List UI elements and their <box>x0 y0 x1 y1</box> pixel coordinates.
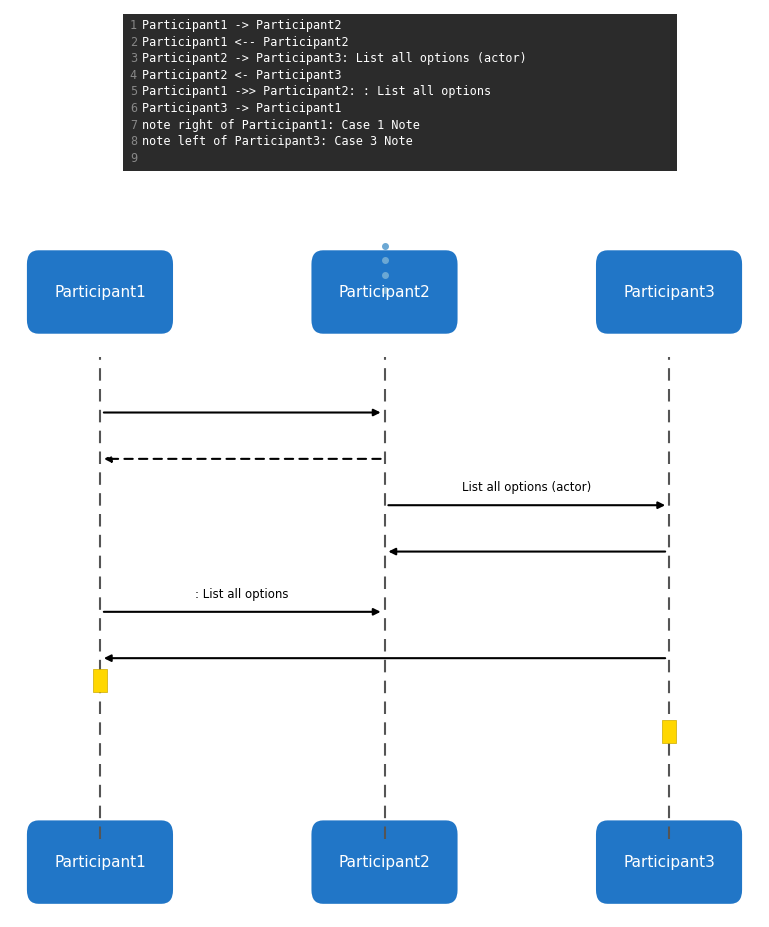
Text: Participant2: Participant2 <box>338 855 431 870</box>
FancyBboxPatch shape <box>94 669 106 692</box>
FancyBboxPatch shape <box>27 250 173 334</box>
Text: : List all options: : List all options <box>195 588 289 601</box>
Text: Participant1: Participant1 <box>54 285 146 299</box>
Text: 2: 2 <box>130 35 137 48</box>
Text: Participant3: Participant3 <box>623 285 715 299</box>
Text: Participant1 -> Participant2: Participant1 -> Participant2 <box>142 19 341 32</box>
Text: 3: 3 <box>130 52 137 65</box>
Text: Participant3: Participant3 <box>623 855 715 870</box>
FancyBboxPatch shape <box>596 820 742 904</box>
Text: Participant2 -> Participant3: List all options (actor): Participant2 -> Participant3: List all o… <box>142 52 527 65</box>
Text: note left of Participant3: Case 3 Note: note left of Participant3: Case 3 Note <box>142 135 413 148</box>
Text: Participant1 ->> Participant2: : List all options: Participant1 ->> Participant2: : List al… <box>142 85 491 98</box>
Text: 7: 7 <box>130 119 137 132</box>
FancyBboxPatch shape <box>27 820 173 904</box>
Text: Participant1: Participant1 <box>54 855 146 870</box>
Text: List all options (actor): List all options (actor) <box>462 481 591 494</box>
FancyBboxPatch shape <box>123 14 677 171</box>
Text: 5: 5 <box>130 85 137 98</box>
Text: note right of Participant1: Case 1 Note: note right of Participant1: Case 1 Note <box>142 119 420 132</box>
Text: 6: 6 <box>130 102 137 115</box>
FancyBboxPatch shape <box>311 820 458 904</box>
FancyBboxPatch shape <box>311 250 458 334</box>
Text: Participant2 <- Participant3: Participant2 <- Participant3 <box>142 69 341 82</box>
FancyBboxPatch shape <box>663 720 676 743</box>
Text: Participant3 -> Participant1: Participant3 -> Participant1 <box>142 102 341 115</box>
Text: Participant2: Participant2 <box>338 285 431 299</box>
Text: 1: 1 <box>130 19 137 32</box>
Text: 4: 4 <box>130 69 137 82</box>
FancyBboxPatch shape <box>596 250 742 334</box>
Text: 9: 9 <box>130 152 137 165</box>
Text: Participant1 <-- Participant2: Participant1 <-- Participant2 <box>142 35 349 48</box>
Text: 8: 8 <box>130 135 137 148</box>
